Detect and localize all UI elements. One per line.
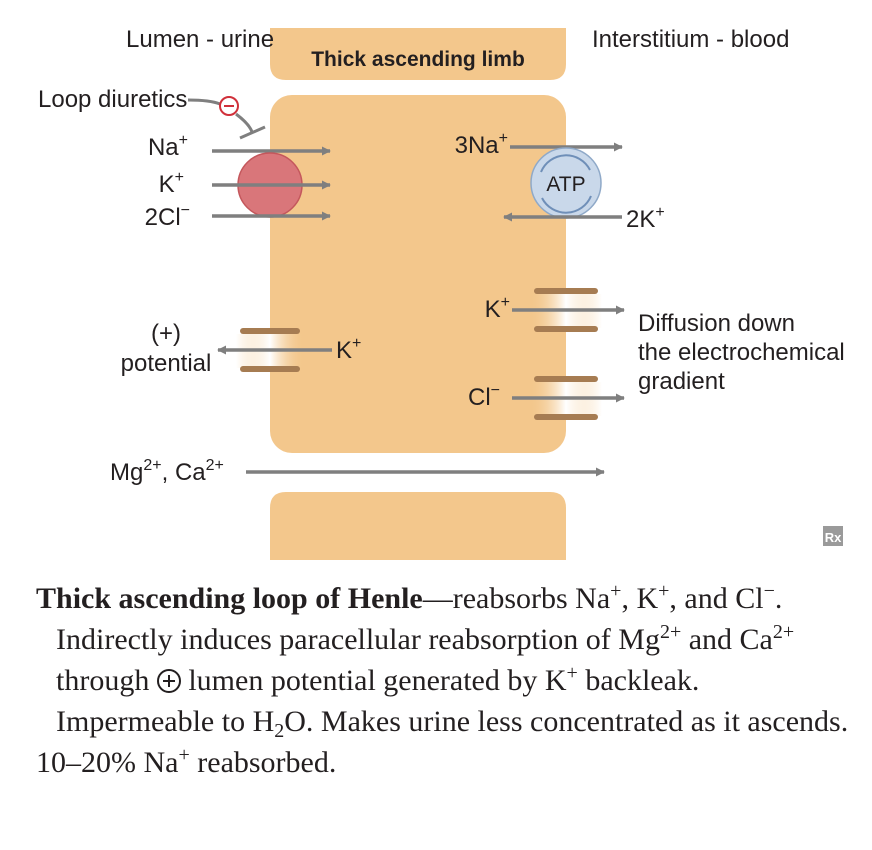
k-ion-label: K+: [159, 169, 184, 198]
rx-mark: Rx: [825, 530, 842, 545]
cl-basolateral-label: Cl−: [468, 382, 500, 411]
apical-k-channel-top: [240, 328, 300, 334]
main-cell: [270, 95, 566, 453]
mg-ca-label: Mg2+, Ca2+: [110, 457, 224, 486]
k-channel-bottom: [534, 326, 598, 332]
atp-label: ATP: [546, 173, 585, 196]
segment-label: Thick ascending limb: [311, 48, 525, 71]
circled-plus-icon: [156, 669, 181, 693]
caption-reabsorption: 10–20% Na+ reabsorbed.: [36, 744, 337, 779]
caption-title: Thick ascending loop of Henle: [36, 582, 423, 615]
rx-mark-box: [823, 526, 843, 546]
loop-diuretics-label: Loop diuretics: [38, 86, 187, 113]
caption-paragraph: Thick ascending loop of Henle—reabsorbs …: [36, 580, 849, 742]
2k-ion-label: 2K+: [626, 204, 665, 233]
k-apical-label: K+: [336, 335, 361, 364]
k-channel-top: [534, 288, 598, 294]
lower-cell: [270, 492, 566, 560]
cl-channel-bottom: [534, 414, 598, 420]
na-ion-label: Na+: [148, 132, 188, 161]
lumen-label: Lumen - urine: [126, 26, 274, 53]
upper-cell: [270, 28, 566, 80]
thick-ascending-limb-diagram: Lumen - urine Thick ascending limb Inter…: [38, 26, 845, 560]
3na-ion-label: 3Na+: [455, 130, 508, 159]
inhibition-bar: [239, 125, 266, 140]
pump-cycle-icon: [540, 154, 592, 214]
diffusion-label: Diffusion down the electrochemical gradien…: [638, 310, 845, 395]
k-basolateral-label: K+: [485, 294, 510, 323]
inhibition-line: [187, 98, 254, 133]
cl-ion-label: 2Cl−: [145, 202, 190, 231]
interstitium-label: Interstitium - blood: [592, 26, 789, 53]
lumen-potential-label: (+) potential: [121, 320, 212, 377]
caption: Thick ascending loop of Henle—reabsorbs …: [36, 578, 856, 783]
cl-channel-top: [534, 376, 598, 382]
apical-k-channel-bottom: [240, 366, 300, 372]
